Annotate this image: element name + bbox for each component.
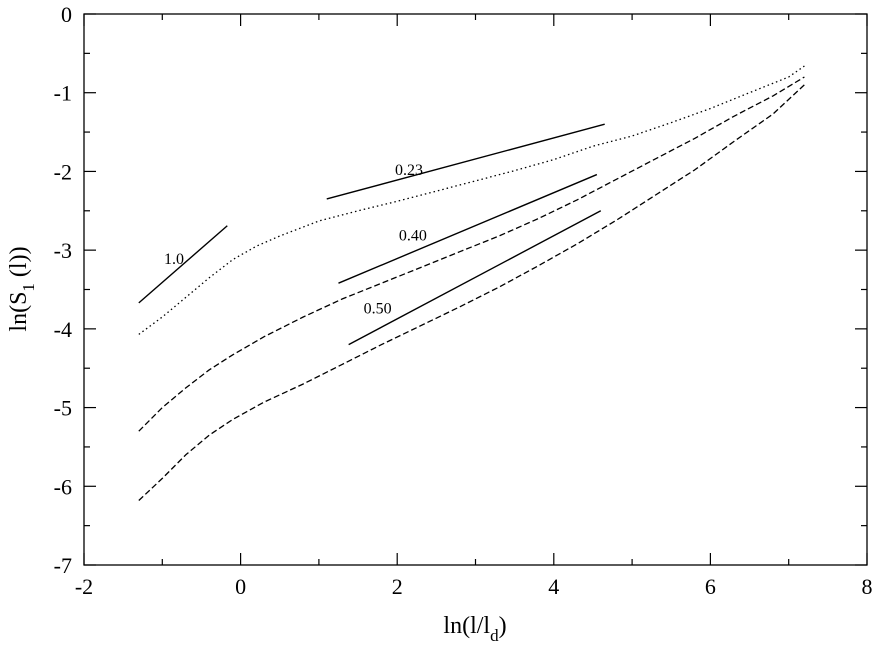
y-tick-label: -3 bbox=[54, 238, 72, 263]
series-line-1 bbox=[138, 65, 805, 335]
y-tick-label: -1 bbox=[54, 81, 72, 106]
series-line-3 bbox=[138, 84, 805, 501]
plot-frame bbox=[83, 13, 868, 566]
x-axis-title: ln(l/ld) bbox=[443, 613, 506, 645]
slope-label: 0.23 bbox=[395, 162, 423, 179]
y-tick-label: -7 bbox=[54, 553, 72, 578]
slope-line bbox=[138, 225, 228, 304]
axis-ticks bbox=[83, 13, 868, 566]
y-axis-title: ln(S1 (l)) bbox=[6, 246, 38, 331]
slope-line bbox=[348, 210, 602, 346]
tick-labels: -2 0 2 4 6 8 -7 -6 -5 -4 -3 -2 -1 0 bbox=[54, 2, 873, 599]
slope-label: 0.40 bbox=[399, 227, 427, 244]
slope-line bbox=[338, 173, 598, 284]
slope-label: 1.0 bbox=[164, 251, 184, 268]
series-line-2 bbox=[138, 76, 805, 432]
x-tick-label: 4 bbox=[548, 574, 559, 599]
reference-lines: 1.0 0.23 0.40 0.50 bbox=[138, 123, 605, 346]
slope-line bbox=[326, 123, 605, 200]
y-tick-label: -2 bbox=[54, 159, 72, 184]
y-tick-label: 0 bbox=[61, 2, 72, 27]
data-series bbox=[138, 65, 805, 501]
x-tick-label: 8 bbox=[862, 574, 873, 599]
x-tick-label: -2 bbox=[75, 574, 93, 599]
y-tick-label: -5 bbox=[54, 396, 72, 421]
x-tick-label: 6 bbox=[705, 574, 716, 599]
slope-label: 0.50 bbox=[364, 301, 392, 318]
x-tick-label: 2 bbox=[392, 574, 403, 599]
y-tick-label: -4 bbox=[54, 317, 72, 342]
y-tick-label: -6 bbox=[54, 474, 72, 499]
x-tick-label: 0 bbox=[235, 574, 246, 599]
